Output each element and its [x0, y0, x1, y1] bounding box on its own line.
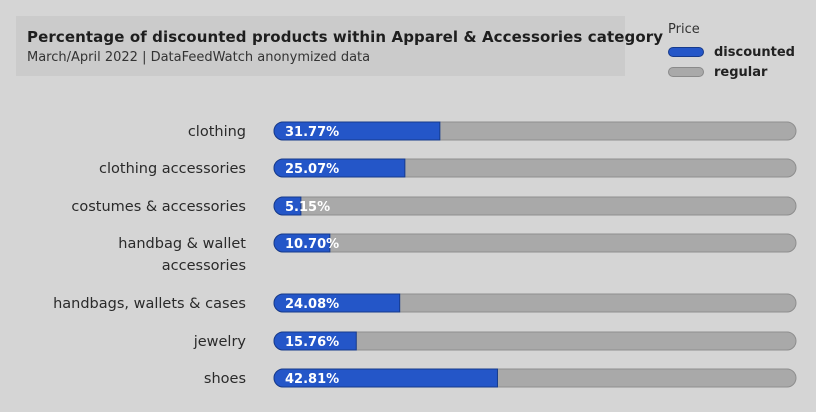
category-label-shoes: shoes — [204, 371, 246, 387]
bar-discounted-jewelry — [273, 331, 357, 351]
value-label-shoes: 42.81% — [285, 372, 339, 387]
bar-discounted-handbags-wallets-cases — [273, 293, 401, 313]
chart-title: Percentage of discounted products within… — [27, 28, 664, 46]
category-label-clothing: clothing — [188, 124, 246, 140]
bar-discounted-clothing-accessories — [273, 158, 406, 178]
legend-swatch-discounted — [668, 47, 704, 57]
category-label-handbags-wallets-cases: handbags, wallets & cases — [53, 296, 246, 312]
bar-regular-handbag-wallet-accessories — [273, 233, 797, 253]
bar-regular-costumes-accessories — [273, 196, 797, 216]
legend-item-discounted: discounted — [668, 44, 795, 60]
legend: Price discounted regular — [668, 22, 808, 82]
value-label-handbag-wallet-accessories: 10.70% — [285, 237, 339, 252]
value-label-costumes-accessories: 5.15% — [285, 200, 330, 215]
value-label-jewelry: 15.76% — [285, 335, 339, 350]
legend-item-regular: regular — [668, 64, 767, 80]
title-panel: Percentage of discounted products within… — [16, 16, 663, 76]
bar-discounted-shoes — [273, 368, 498, 388]
category-label-jewelry: jewelry — [193, 334, 247, 350]
chart-subtitle: March/April 2022 | DataFeedWatch anonymi… — [27, 50, 371, 65]
legend-swatch-regular — [668, 67, 704, 77]
category-label-clothing-accessories: clothing accessories — [99, 161, 246, 177]
value-label-handbags-wallets-cases: 24.08% — [285, 297, 339, 312]
legend-title: Price — [668, 22, 700, 37]
legend-label-regular: regular — [714, 64, 768, 80]
category-label-costumes-accessories: costumes & accessories — [71, 199, 246, 215]
category-label-handbag-wallet-accessories: handbag & wallet accessories — [118, 236, 246, 274]
value-label-clothing-accessories: 25.07% — [285, 162, 339, 177]
value-label-clothing: 31.77% — [285, 125, 339, 140]
bar-discounted-handbag-wallet-accessories — [273, 233, 331, 253]
legend-label-discounted: discounted — [714, 44, 795, 60]
bar-discounted-costumes-accessories — [273, 196, 302, 216]
bar-discounted-clothing — [273, 121, 441, 141]
